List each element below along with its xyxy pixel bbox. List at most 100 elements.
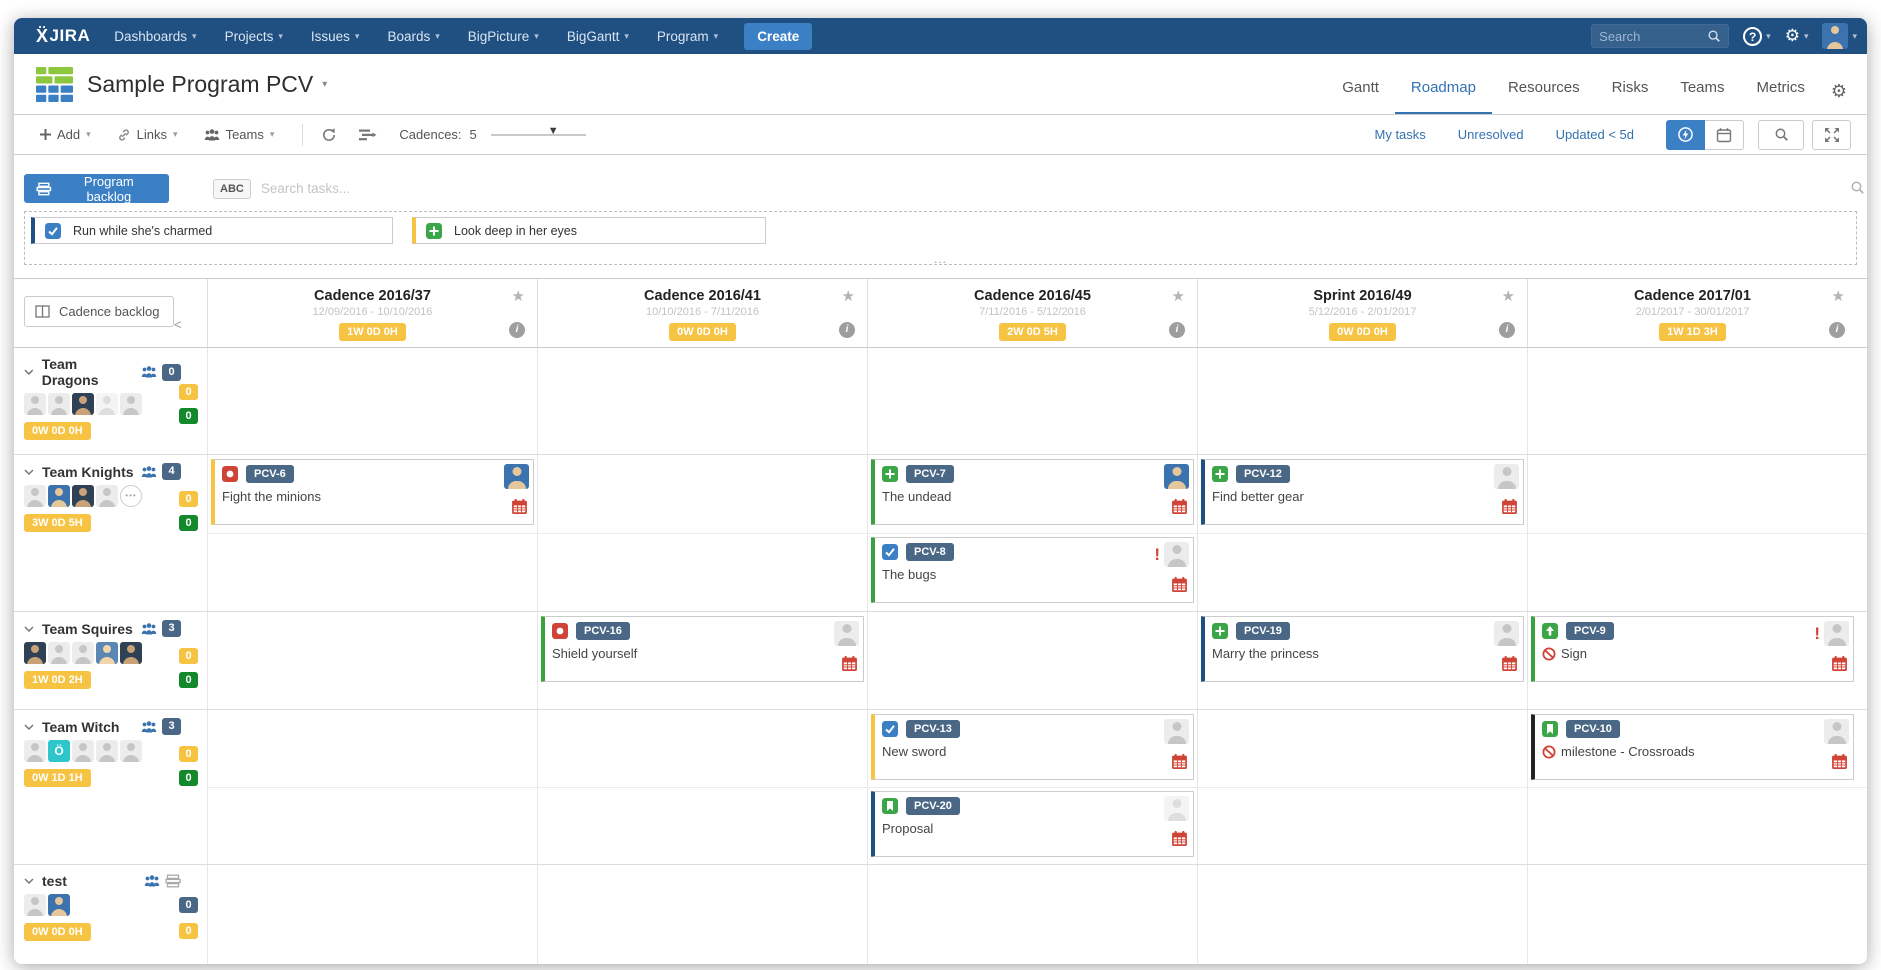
info-icon[interactable]: i [1169,322,1185,338]
board-cell[interactable]: PCV-12 Find better gear [1197,455,1527,611]
board-cell[interactable] [867,865,1197,964]
tab-teams[interactable]: Teams [1680,79,1725,96]
nav-bigpicture[interactable]: BigPicture ▾ [467,28,539,44]
team-name[interactable]: Team Knights [42,463,134,480]
chevron-down-icon[interactable] [24,625,34,632]
tab-metrics[interactable]: Metrics [1756,79,1805,96]
fullscreen-button[interactable] [1812,119,1851,150]
backlog-item[interactable]: Look deep in her eyes [412,217,766,244]
match-case-toggle[interactable]: ABC [213,178,251,199]
board-cell[interactable]: PCV-19 Marry the princess [1197,612,1527,709]
teams-icon[interactable] [141,465,157,479]
module-settings-gear-icon[interactable]: ⚙ [1830,81,1847,101]
auto-mode-button[interactable] [1666,119,1705,150]
task-card-pcv-19[interactable]: PCV-19 Marry the princess [1201,616,1524,682]
tab-roadmap[interactable]: Roadmap [1394,79,1492,114]
nav-biggantt[interactable]: BigGantt ▾ [566,28,629,44]
board-cell[interactable]: PCV-7 The undead PCV-8 The bugs ! [867,455,1197,611]
tab-resources[interactable]: Resources [1507,79,1580,96]
program-title-menu[interactable]: Sample Program PCV ▾ [87,71,327,98]
program-backlog-dropzone[interactable]: Run while she's charmed Look deep in her… [24,211,1857,266]
board-cell[interactable] [207,865,537,964]
team-name[interactable]: Team Squires [42,620,133,637]
links-button[interactable]: Links ▾ [117,127,178,142]
board-cell[interactable] [867,348,1197,454]
info-icon[interactable]: i [1829,322,1845,338]
program-backlog-button[interactable]: Program backlog [24,174,169,204]
task-card-pcv-8[interactable]: PCV-8 The bugs ! [871,537,1194,603]
cadences-slider[interactable]: ▼ [490,125,586,137]
user-menu[interactable]: ▾ [1822,23,1857,49]
task-card-pcv-20[interactable]: PCV-20 Proposal [871,791,1194,857]
star-icon[interactable]: ★ [511,288,525,305]
nav-projects[interactable]: Projects ▾ [224,28,283,44]
board-cell[interactable] [1527,348,1857,454]
board-cell[interactable]: PCV-13 New sword PCV-20 Proposal [867,710,1197,864]
jira-logo[interactable]: Ẍ JIRA [36,25,91,46]
slider-handle[interactable]: ▼ [547,124,559,137]
task-card-pcv-6[interactable]: PCV-6 Fight the minions [211,459,534,525]
admin-menu[interactable]: ⚙ ▾ [1785,26,1809,46]
team-name[interactable]: test [42,873,67,889]
cadence-backlog-button[interactable]: Cadence backlog [24,296,174,327]
tab-gantt[interactable]: Gantt [1342,79,1379,96]
filter-updated[interactable]: Updated < 5d [1555,127,1634,142]
star-icon[interactable]: ★ [1501,288,1515,305]
collapse-columns-button[interactable]: < [174,317,182,332]
chevron-down-icon[interactable] [24,468,34,475]
task-search-input[interactable] [260,181,1857,196]
backlog-item[interactable]: Run while she's charmed [31,217,393,244]
teams-icon[interactable] [141,365,157,379]
backlog-stack-icon[interactable] [165,874,181,888]
nav-dashboards[interactable]: Dashboards ▾ [114,28,197,44]
chevron-down-icon[interactable] [24,878,34,884]
board-cell[interactable] [1197,348,1527,454]
nav-boards[interactable]: Boards ▾ [387,28,440,44]
filter-unresolved[interactable]: Unresolved [1457,127,1524,142]
board-cell[interactable] [1527,865,1857,964]
timeline-view-button[interactable] [359,128,377,142]
task-card-pcv-9[interactable]: PCV-9 Sign ! [1531,616,1854,682]
task-card-pcv-12[interactable]: PCV-12 Find better gear [1201,459,1524,525]
global-search-input[interactable] [1599,28,1708,44]
tab-risks[interactable]: Risks [1611,79,1649,96]
calendar-mode-button[interactable] [1705,119,1744,150]
create-button[interactable]: Create [744,22,813,50]
board-cell[interactable] [537,865,867,964]
team-name[interactable]: Team Dragons [41,356,99,388]
board-cell[interactable] [1197,710,1527,864]
board-search-button[interactable] [1758,119,1804,150]
board-cell[interactable] [207,710,537,864]
board-cell[interactable]: PCV-10 milestone - Crossroads [1527,710,1857,864]
teams-button[interactable]: Teams ▾ [204,127,274,142]
more-avatars-button[interactable]: ••• [120,485,142,507]
board-cell[interactable] [207,348,537,454]
task-card-pcv-13[interactable]: PCV-13 New sword [871,714,1194,780]
teams-icon[interactable] [141,622,157,636]
board-cell[interactable]: PCV-9 Sign ! [1527,612,1857,709]
star-icon[interactable]: ★ [1831,288,1845,305]
teams-icon[interactable] [144,874,160,888]
task-search-icon[interactable] [1850,180,1865,200]
task-card-pcv-7[interactable]: PCV-7 The undead [871,459,1194,525]
info-icon[interactable]: i [509,322,525,338]
info-icon[interactable]: i [1499,322,1515,338]
global-search[interactable] [1591,24,1730,48]
board-cell[interactable]: PCV-6 Fight the minions [207,455,537,611]
star-icon[interactable]: ★ [841,288,855,305]
board-cell[interactable] [207,612,537,709]
filter-my-tasks[interactable]: My tasks [1374,127,1426,142]
board-cell[interactable] [537,710,867,864]
board-cell[interactable] [537,348,867,454]
nav-program[interactable]: Program ▾ [656,28,719,44]
team-name[interactable]: Team Witch [42,718,120,735]
chevron-down-icon[interactable] [24,369,34,375]
board-cell[interactable] [1527,455,1857,611]
task-card-pcv-10[interactable]: PCV-10 milestone - Crossroads [1531,714,1854,780]
board-cell[interactable] [537,455,867,611]
board-cell[interactable] [1197,865,1527,964]
help-menu[interactable]: ? ▾ [1743,26,1771,46]
board-cell[interactable] [867,612,1197,709]
task-card-pcv-16[interactable]: PCV-16 Shield yourself [541,616,864,682]
add-button[interactable]: Add ▾ [40,127,91,142]
